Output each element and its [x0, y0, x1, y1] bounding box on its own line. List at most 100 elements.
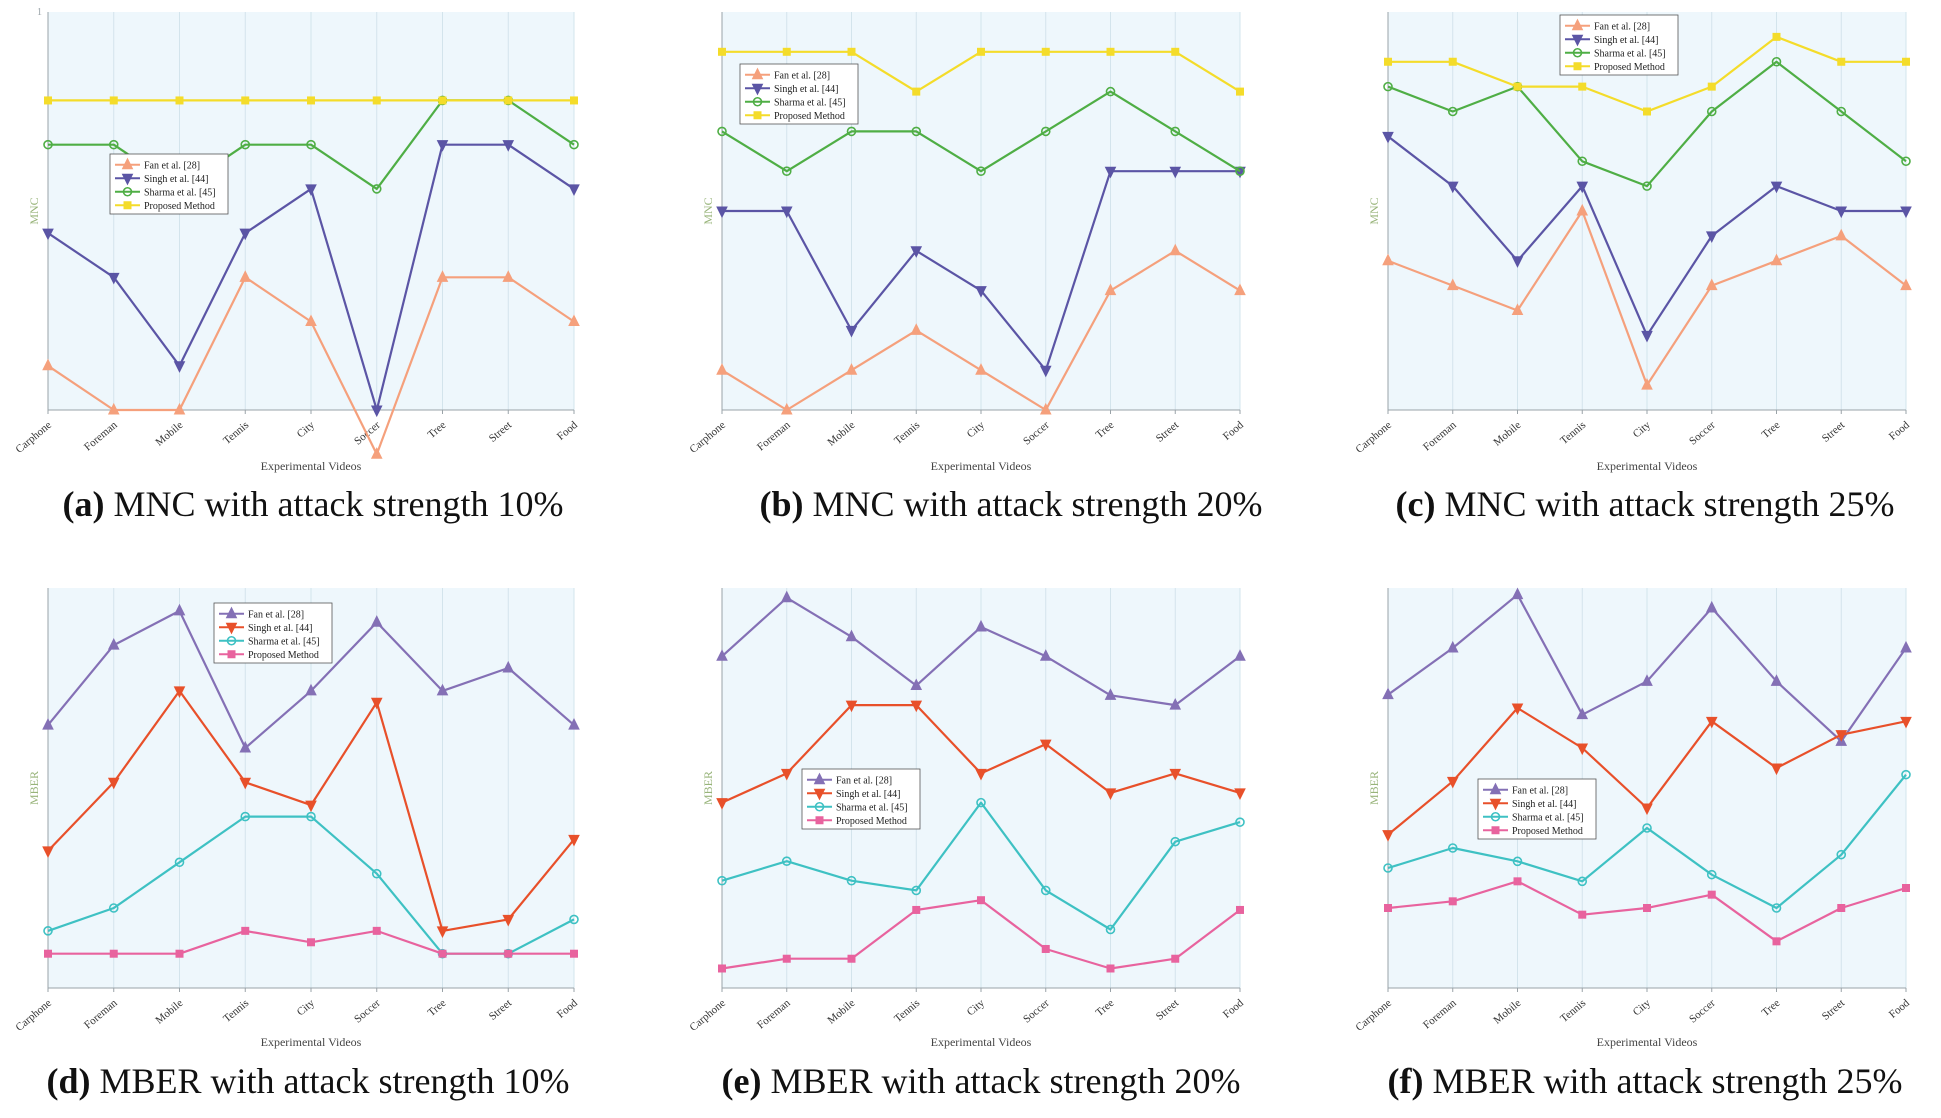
- data-point: [1707, 82, 1716, 91]
- series-singh-et-al-44: [716, 700, 1246, 810]
- x-tick-label: Soccer: [1021, 997, 1052, 1026]
- data-point: [241, 926, 250, 935]
- data-point: [239, 777, 252, 790]
- legend-label: Singh et al. [44]: [248, 623, 312, 634]
- x-tick-label: Tennis: [892, 997, 922, 1025]
- x-tick-label: Carphone: [13, 997, 54, 1034]
- data-point: [1772, 937, 1781, 946]
- data-point: [1383, 863, 1393, 873]
- x-tick-label: Mobile: [1491, 419, 1523, 449]
- data-point: [716, 649, 728, 661]
- data-point: [568, 314, 580, 327]
- legend: Fan et al. [28] Singh et al. [44] Sharma e…: [213, 602, 333, 664]
- legend-marker: [1491, 826, 1500, 835]
- data-point: [175, 96, 184, 105]
- legend: Fan et al. [28] Singh et al. [44] Sharma e…: [739, 63, 859, 125]
- legend-label: Proposed Method: [144, 201, 215, 212]
- data-point: [1901, 156, 1911, 167]
- x-tick-label: Foreman: [1421, 997, 1459, 1032]
- x-tick-label: Tree: [426, 997, 449, 1019]
- data-point: [780, 206, 793, 219]
- x-tick-label: Mobile: [825, 997, 857, 1027]
- series-line: [721, 801, 1241, 931]
- data-point: [846, 875, 857, 886]
- series-singh-et-al-44: [1382, 703, 1912, 842]
- x-tick-label: Soccer: [1687, 419, 1718, 448]
- x-axis-label: Experimental Videos: [1597, 1035, 1698, 1049]
- legend-marker: [752, 96, 763, 107]
- data-point: [1383, 81, 1393, 92]
- legend-label: Sharma et al. [45]: [836, 802, 908, 813]
- x-tick-label: Tennis: [221, 419, 251, 447]
- x-tick-label: Carphone: [687, 419, 728, 456]
- data-point: [1446, 640, 1459, 653]
- legend-label: Sharma et al. [45]: [144, 187, 216, 198]
- series-proposed-method: [44, 96, 578, 105]
- data-point: [372, 96, 381, 105]
- legend-label: Proposed Method: [836, 816, 907, 827]
- data-point: [716, 206, 728, 219]
- series-sharma-et-al-45: [717, 797, 1245, 935]
- data-point: [976, 797, 986, 808]
- data-point: [1836, 849, 1847, 860]
- data-point: [436, 270, 449, 282]
- series-fan-et-al-28: [42, 270, 580, 459]
- data-point: [1643, 107, 1651, 116]
- data-point: [1234, 649, 1246, 661]
- data-point: [977, 47, 985, 56]
- data-point: [504, 96, 513, 105]
- caption-text: MNC with attack strength 20%: [804, 484, 1263, 524]
- data-point: [1900, 206, 1912, 219]
- data-point: [42, 846, 54, 858]
- data-point: [1104, 688, 1117, 700]
- legend-marker: [1573, 62, 1582, 71]
- data-point: [108, 139, 119, 150]
- x-axis-label: Experimental Videos: [261, 459, 362, 473]
- legend-label: Fan et al. [28]: [1512, 785, 1568, 796]
- data-point: [107, 638, 120, 650]
- y-tick-label: 1: [37, 7, 42, 18]
- data-point: [305, 184, 317, 197]
- data-point: [782, 954, 791, 963]
- legend-label: Sharma et al. [45]: [774, 97, 846, 108]
- data-point: [1835, 228, 1848, 241]
- data-point: [1104, 283, 1117, 296]
- legend-label: Singh et al. [44]: [144, 174, 208, 185]
- data-point: [239, 270, 252, 282]
- data-point: [1384, 57, 1392, 66]
- legend-marker: [1490, 811, 1501, 822]
- data-point: [976, 166, 986, 176]
- chart-panel-e: Carphone Foreman Mobile Tennis City Soccer Tre…: [687, 588, 1246, 1101]
- data-point: [108, 903, 119, 913]
- series-line: [1387, 774, 1907, 910]
- data-point: [173, 402, 186, 415]
- series-singh-et-al-44: [42, 686, 580, 938]
- data-point: [1105, 86, 1116, 97]
- data-point: [1513, 82, 1522, 91]
- chart-panel-b: Carphone Foreman Mobile Tennis City Soccer Tre…: [687, 12, 1262, 524]
- x-tick-label: Street: [1154, 419, 1181, 445]
- caption-text: MNC with attack strength 10%: [105, 484, 564, 524]
- chart-panel-d: Carphone Foreman Mobile Tennis City Soccer Tre…: [13, 588, 580, 1101]
- data-point: [1236, 87, 1244, 96]
- data-point: [568, 184, 580, 197]
- chart-panel-c: Carphone Foreman Mobile Tennis City Soccer Tre…: [1353, 12, 1912, 524]
- data-point: [1236, 905, 1244, 914]
- data-point: [42, 228, 54, 241]
- data-point: [975, 768, 987, 781]
- y-axis-label: MBER: [1367, 771, 1381, 805]
- data-point: [370, 697, 383, 710]
- series-proposed-method: [44, 926, 578, 958]
- legend-marker: [226, 635, 237, 646]
- x-tick-label: Mobile: [1491, 997, 1523, 1027]
- data-point: [781, 856, 792, 866]
- data-point: [43, 139, 53, 150]
- legend-label: Proposed Method: [248, 650, 319, 661]
- data-point: [569, 914, 579, 925]
- data-point: [1576, 203, 1589, 216]
- data-point: [1576, 181, 1589, 194]
- data-point: [370, 447, 383, 459]
- data-point: [1578, 82, 1587, 91]
- data-point: [910, 678, 923, 691]
- x-tick-label: Street: [1820, 419, 1847, 445]
